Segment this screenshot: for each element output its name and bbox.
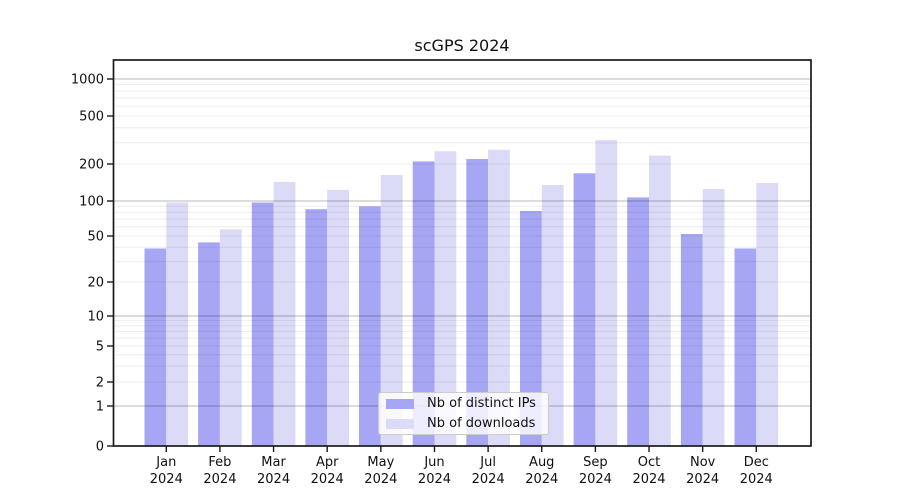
bar-ips-jun [412,161,435,446]
x-tick-label-year: 2024 [203,472,236,487]
x-tick-label-year: 2024 [579,472,612,487]
bar-downloads-jul [488,149,510,446]
bar-downloads-oct [649,155,671,446]
bar-ips-jul [466,159,489,446]
x-tick-label-month: Jun [423,455,444,470]
bar-downloads-jan [166,202,189,446]
x-tick-label-year: 2024 [686,472,719,487]
x-tick-label-month: Aug [529,455,554,470]
bar-downloads-aug [541,185,564,446]
y-tick-label: 1 [96,400,104,415]
y-tick-label: 1000 [71,73,104,88]
legend-item: Nb of downloads [386,415,548,432]
x-tick-label-year: 2024 [632,472,665,487]
bar-ips-jan [144,248,167,446]
legend: Nb of distinct IPs Nb of downloads [378,392,549,435]
x-tick-label-year: 2024 [364,472,397,487]
x-tick-label-month: Apr [316,455,339,470]
bar-downloads-mar [273,181,296,446]
y-tick-label: 100 [79,195,104,210]
x-tick-label-year: 2024 [257,472,290,487]
x-tick-label-month: Jul [479,455,496,470]
x-tick-label-month: May [367,455,394,470]
x-tick-label-month: Nov [690,455,716,470]
bar-downloads-may [380,174,403,446]
bar-downloads-jun [434,151,457,447]
x-tick-label-year: 2024 [525,472,558,487]
legend-swatch [386,398,414,409]
x-tick-label-month: Dec [744,455,769,470]
x-tick-label-year: 2024 [472,472,505,487]
bar-downloads-nov [702,189,725,446]
bar-ips-may [359,206,381,446]
x-tick-label-year: 2024 [740,472,773,487]
legend-item: Nb of distinct IPs [386,395,548,412]
y-tick-label: 10 [87,310,104,325]
x-tick-label-year: 2024 [311,472,344,487]
bar-ips-feb [198,242,220,446]
y-tick-label: 20 [87,276,104,291]
x-tick-label-year: 2024 [418,472,451,487]
chart-title: scGPS 2024 [414,36,510,55]
y-tick-label: 0 [96,440,104,455]
x-tick-label-month: Mar [261,455,286,470]
y-tick-label: 50 [87,230,104,245]
legend-label: Nb of downloads [427,416,536,431]
x-tick-label-month: Jan [155,455,176,470]
bar-downloads-sep [595,140,618,446]
x-tick-label-month: Sep [583,455,608,470]
bar-ips-oct [627,197,649,446]
axes-spines [112,59,812,447]
bar-ips-mar [251,202,274,446]
bar-ips-sep [573,173,596,447]
bar-downloads-feb [219,229,242,446]
bar-downloads-dec [756,183,779,446]
y-tick-label: 2 [96,376,104,391]
y-tick-label: 200 [79,158,104,173]
bar-ips-apr [305,209,328,446]
x-tick-label-month: Feb [208,455,231,470]
bar-ips-aug [520,211,542,446]
y-tick-label: 500 [79,110,104,125]
legend-label: Nb of distinct IPs [427,396,536,411]
x-tick-label-month: Oct [638,455,660,470]
bar-downloads-apr [327,189,349,446]
x-tick-label-year: 2024 [150,472,183,487]
y-tick-label: 5 [96,340,104,355]
legend-swatch [386,418,414,429]
bar-ips-nov [680,234,703,446]
bar-ips-dec [734,248,757,446]
